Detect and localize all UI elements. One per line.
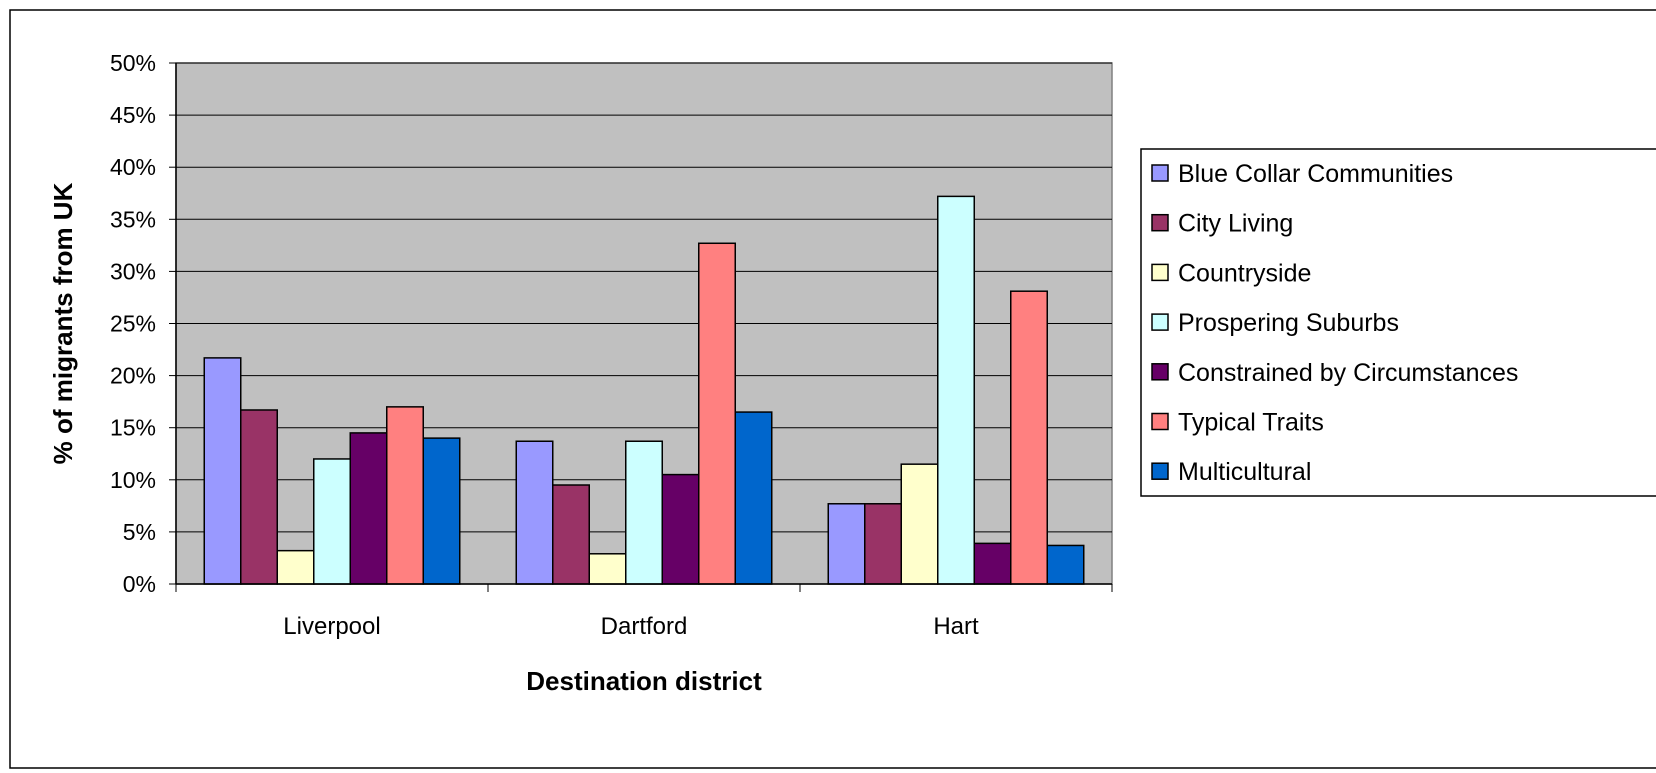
bar-constrained-by-circumstances-dartford bbox=[661, 473, 700, 585]
axes bbox=[169, 62, 1113, 592]
y-tick-label: 30% bbox=[110, 258, 156, 284]
bar-prospering-suburbs-liverpool bbox=[313, 458, 351, 585]
legend-swatch-constrained-by-circumstances bbox=[1151, 363, 1169, 381]
legend-swatch-countryside bbox=[1151, 263, 1169, 282]
y-tick-label: 25% bbox=[110, 311, 156, 337]
bar-multicultural-dartford bbox=[734, 411, 773, 585]
y-tick-label: 50% bbox=[110, 50, 156, 76]
bar-blue-collar-communities-liverpool bbox=[203, 357, 242, 585]
bar-city-living-liverpool bbox=[240, 409, 278, 585]
x-category-labels: Liverpool Dartford Hart bbox=[283, 613, 979, 640]
legend-label-multicultural: Multicultural bbox=[1178, 458, 1311, 486]
legend-swatch-blue-collar-communities bbox=[1151, 164, 1169, 182]
bar-typical-traits-hart bbox=[1010, 290, 1048, 585]
y-tick-label: 10% bbox=[110, 467, 156, 493]
legend-swatch-multicultural bbox=[1151, 462, 1169, 480]
bar-countryside-liverpool bbox=[276, 549, 315, 585]
bar-typical-traits-liverpool bbox=[386, 406, 424, 585]
legend-swatch-typical-traits bbox=[1151, 412, 1169, 431]
x-axis-title: Destination district bbox=[526, 666, 762, 696]
bar-multicultural-hart bbox=[1046, 544, 1085, 585]
legend-swatch-city-living bbox=[1151, 213, 1169, 232]
bar-blue-collar-communities-hart bbox=[827, 503, 866, 585]
legend-label-blue-collar-communities: Blue Collar Communities bbox=[1178, 160, 1453, 188]
y-tick-label: 45% bbox=[110, 102, 156, 128]
x-category-label: Hart bbox=[933, 613, 979, 640]
bar-prospering-suburbs-hart bbox=[937, 195, 975, 585]
y-tick-label: 35% bbox=[110, 206, 156, 232]
bar-typical-traits-dartford bbox=[698, 242, 736, 585]
legend-box bbox=[1140, 148, 1656, 497]
y-tick-label: 15% bbox=[110, 415, 156, 441]
legend-label-countryside: Countryside bbox=[1178, 259, 1311, 287]
bar-prospering-suburbs-dartford bbox=[625, 440, 663, 585]
y-tick-label: 5% bbox=[123, 519, 156, 545]
legend: Blue Collar Communities City Living Countr… bbox=[1140, 148, 1656, 497]
y-axis-title: % of migrants from UK bbox=[48, 182, 78, 464]
bar-city-living-hart bbox=[864, 503, 902, 585]
bar-constrained-by-circumstances-liverpool bbox=[349, 432, 388, 585]
legend-label-prospering-suburbs: Prospering Suburbs bbox=[1178, 309, 1399, 337]
bar-countryside-dartford bbox=[588, 553, 627, 585]
bar-blue-collar-communities-dartford bbox=[515, 440, 554, 585]
legend-label-constrained-by-circumstances: Constrained by Circumstances bbox=[1178, 359, 1518, 387]
bar-constrained-by-circumstances-hart bbox=[973, 542, 1012, 585]
legend-label-typical-traits: Typical Traits bbox=[1178, 409, 1324, 437]
y-tick-label: 0% bbox=[123, 571, 156, 597]
x-category-label: Dartford bbox=[601, 613, 688, 640]
x-category-label: Liverpool bbox=[283, 613, 380, 640]
y-tick-label: 40% bbox=[110, 154, 156, 180]
y-tick-labels: 0% 5% 10% 15% 20% 25% 30% 35% 40% 45% 50% bbox=[110, 50, 156, 597]
bar-multicultural-liverpool bbox=[422, 437, 461, 585]
legend-swatch-prospering-suburbs bbox=[1151, 313, 1169, 331]
bar-countryside-hart bbox=[900, 463, 939, 585]
legend-label-city-living: City Living bbox=[1178, 210, 1293, 238]
bar-city-living-dartford bbox=[552, 484, 590, 585]
y-tick-label: 20% bbox=[110, 363, 156, 389]
